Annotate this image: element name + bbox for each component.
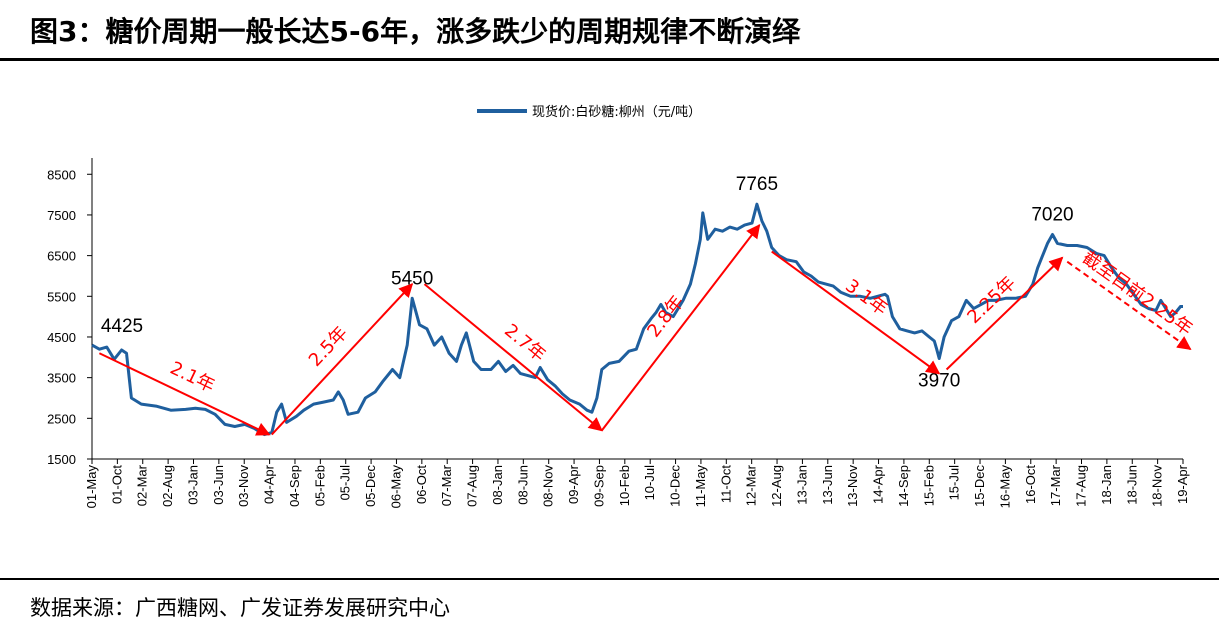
x-tick-label: 14-Sep [896, 465, 911, 507]
y-tick-label: 8500 [47, 167, 76, 182]
x-tick-label: 01-May [84, 465, 99, 509]
cycle-arrow [98, 352, 271, 436]
cycle-label: 2.25年 [963, 273, 1019, 328]
x-tick-label: 05-Dec [363, 465, 378, 507]
cycle-label: 2.8年 [643, 292, 688, 342]
x-tick-label: 03-Jan [185, 465, 200, 505]
x-tick-label: 11-May [693, 465, 708, 508]
x-tick-label: 18-Nov [1150, 465, 1165, 507]
x-tick-label: 10-Jul [642, 465, 657, 501]
peak-label: 4425 [101, 316, 143, 337]
cycle-label: 2.5年 [305, 323, 352, 371]
x-tick-label: 11-Oct [718, 465, 733, 503]
x-tick-label: 05-Feb [312, 465, 327, 506]
x-tick-label: 10-Feb [617, 465, 632, 506]
x-tick-label: 12-Aug [769, 465, 784, 507]
cycle-label: 2.7年 [500, 320, 549, 366]
cycle-arrow [1066, 260, 1192, 350]
x-tick-label: 05-Jul [338, 465, 353, 501]
peak-label: 7020 [1031, 204, 1073, 225]
x-tick-label: 08-Jun [515, 465, 530, 505]
x-tick-label: 14-Apr [871, 464, 886, 504]
x-tick-label: 18-Jun [1124, 465, 1139, 505]
x-tick-label: 08-Nov [541, 465, 556, 507]
cycle-arrow [945, 256, 1064, 371]
x-tick-label: 13-Jan [794, 465, 809, 505]
cycle-arrow [771, 250, 941, 375]
x-tick-label: 07-Mar [439, 464, 454, 506]
x-tick-label: 16-May [997, 465, 1012, 509]
x-tick-label: 10-Dec [668, 465, 683, 507]
x-tick-label: 18-Jan [1099, 465, 1114, 505]
x-tick-label: 04-Sep [287, 465, 302, 507]
peak-label: 3970 [918, 371, 960, 392]
x-tick-label: 02-Mar [135, 464, 150, 506]
x-tick-label: 08-Jan [490, 465, 505, 505]
title-divider [0, 58, 1219, 61]
y-tick-label: 5500 [47, 289, 76, 304]
x-tick-label: 01-Oct [109, 465, 124, 504]
cycle-arrow [423, 283, 603, 432]
x-tick-label: 15-Jul [947, 465, 962, 501]
x-tick-label: 03-Nov [236, 465, 251, 507]
x-tick-label: 12-Mar [744, 464, 759, 506]
y-tick-label: 6500 [47, 249, 76, 264]
legend: 现货价:白砂糖:柳州（元/吨） [477, 104, 701, 120]
cycle-arrow [600, 224, 761, 432]
x-tick-label: 04-Apr [262, 464, 277, 504]
footer-divider [0, 578, 1219, 580]
x-tick-label: 06-May [388, 465, 403, 509]
price-series-line [91, 202, 1183, 437]
page-title: 图3：糖价周期一般长达5-6年，涨多跌少的周期规律不断演绎 [30, 15, 801, 48]
x-tick-label: 16-Oct [1023, 465, 1038, 504]
x-tick-label: 13-Jun [820, 465, 835, 505]
x-tick-label: 07-Aug [465, 465, 480, 507]
cycle-label: 3.1年 [841, 275, 891, 319]
x-tick-label: 09-Sep [591, 465, 606, 507]
x-tick-label: 15-Dec [972, 465, 987, 507]
legend-label: 现货价:白砂糖:柳州（元/吨） [532, 104, 701, 120]
y-tick-label: 7500 [47, 208, 76, 223]
x-tick-label: 06-Oct [414, 465, 429, 504]
peak-label: 7765 [736, 174, 778, 195]
y-tick-label: 4500 [47, 330, 76, 345]
y-tick-label: 2500 [47, 411, 76, 426]
axes: 1500 2500 3500 4500 5500 6500 7500 8500 01-May 01… [47, 158, 1190, 508]
cycle-label: 2.1年 [167, 358, 218, 397]
cycle-label: 截至目前2.25年 [1078, 247, 1196, 339]
x-tick-label: 19-Apr [1175, 464, 1190, 504]
x-tick-label: 03-Jun [211, 465, 226, 505]
plot-area [91, 202, 1183, 437]
x-tick-label: 17-Mar [1048, 464, 1063, 506]
x-tick-label: 15-Feb [921, 465, 936, 506]
x-tick-label: 09-Apr [566, 464, 581, 504]
y-tick-label: 3500 [47, 371, 76, 386]
y-tick-label: 1500 [47, 452, 76, 467]
x-tick-label: 17-Aug [1074, 465, 1089, 507]
cycle-arrow [271, 283, 414, 436]
source-note: 数据来源：广西糖网、广发证券发展研究中心 [30, 596, 450, 620]
x-tick-label: 13-Nov [845, 465, 860, 507]
x-tick-label: 02-Aug [160, 465, 175, 507]
